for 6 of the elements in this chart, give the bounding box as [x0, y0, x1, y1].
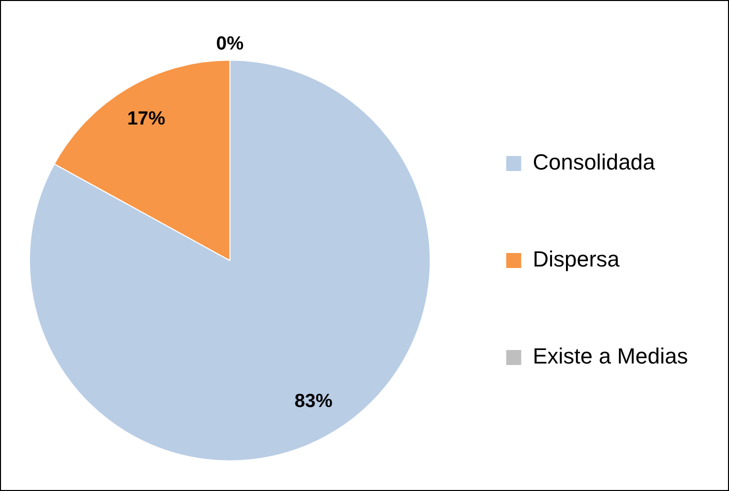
- data-label: 17%: [127, 108, 166, 130]
- data-label: 83%: [294, 391, 333, 412]
- legend-label: Dispersa: [532, 246, 620, 272]
- legend-label: Existe a Medias: [532, 344, 688, 369]
- text: 0%: [216, 33, 244, 54]
- legend-label: Consolidada: [532, 150, 656, 175]
